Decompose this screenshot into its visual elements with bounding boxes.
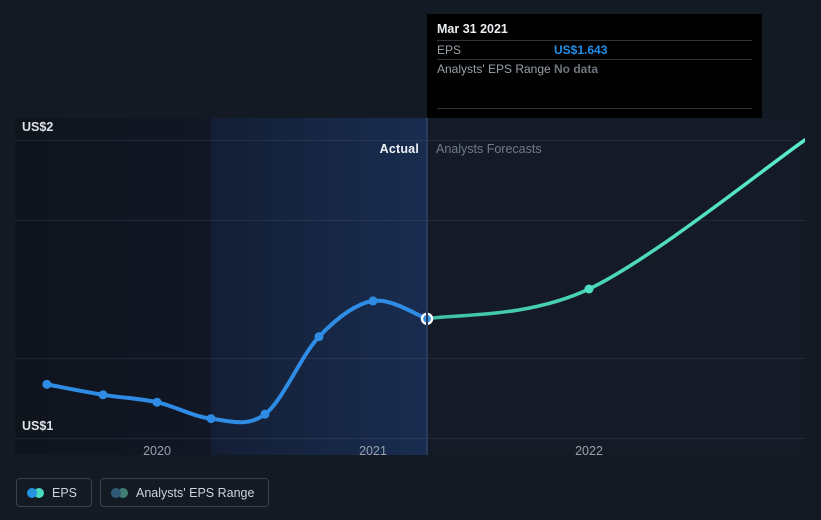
tooltip-row-range: Analysts' EPS Range No data	[437, 60, 752, 78]
tooltip-bottom-rule	[437, 108, 752, 109]
actual-forecast-divider-line	[426, 118, 428, 455]
eps-series-icon	[27, 487, 44, 498]
tooltip-row-eps: EPS US$1.643	[437, 41, 752, 60]
chart-tooltip: Mar 31 2021 EPS US$1.643 Analysts' EPS R…	[427, 14, 762, 118]
forecast-region-label: Analysts Forecasts	[436, 142, 542, 156]
eps-range-series-icon	[111, 487, 129, 498]
forecast-data-point[interactable]	[584, 284, 594, 294]
actual-data-point[interactable]	[98, 390, 108, 400]
y-axis-label-top: US$2	[22, 120, 54, 134]
x-axis-tick-label: 2022	[575, 444, 603, 458]
gridline	[15, 438, 805, 439]
actual-data-point[interactable]	[152, 397, 162, 407]
actual-eps-line	[44, 298, 429, 425]
legend-chip-eps[interactable]: EPS	[16, 478, 93, 507]
legend-chip-eps-range[interactable]: Analysts' EPS Range	[100, 478, 270, 507]
gridline	[15, 140, 805, 141]
plot-area[interactable]: Actual Analysts Forecasts	[15, 118, 805, 455]
gridline	[15, 220, 805, 221]
tooltip-eps-label: EPS	[437, 43, 462, 57]
actual-data-point[interactable]	[42, 379, 52, 389]
tooltip-range-value: No data	[554, 62, 599, 76]
actual-data-point[interactable]	[260, 409, 270, 419]
legend-chip-eps-label: EPS	[52, 485, 78, 500]
tooltip-date: Mar 31 2021	[437, 22, 752, 41]
last-year-highlight-band	[211, 118, 427, 455]
tooltip-eps-value: US$1.643	[554, 43, 608, 57]
legend: EPS Analysts' EPS Range	[16, 478, 270, 507]
x-axis-tick-label: 2020	[143, 444, 171, 458]
tooltip-range-label: Analysts' EPS Range	[437, 62, 551, 76]
legend-chip-eps-range-label: Analysts' EPS Range	[136, 485, 255, 500]
actual-data-point[interactable]	[206, 414, 216, 424]
forecast-eps-line	[425, 138, 805, 321]
actual-data-point[interactable]	[314, 332, 324, 342]
actual-data-point[interactable]	[368, 296, 378, 306]
forecast-region-background	[427, 118, 805, 455]
x-axis-tick-label: 2021	[359, 444, 387, 458]
y-axis-label-bottom: US$1	[22, 419, 54, 433]
chart-canvas[interactable]	[15, 118, 805, 455]
gridline	[15, 358, 805, 359]
actual-region-label: Actual	[379, 142, 419, 156]
